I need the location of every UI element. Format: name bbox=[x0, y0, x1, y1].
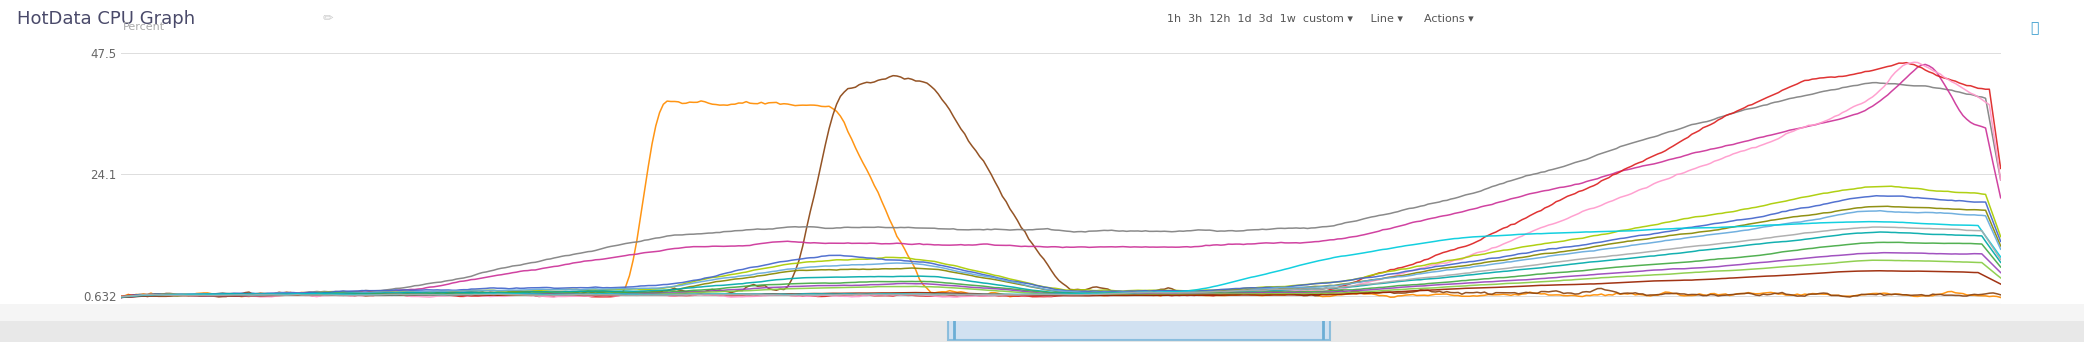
Text: HotData CPU Graph: HotData CPU Graph bbox=[17, 10, 194, 28]
Text: 🔍: 🔍 bbox=[2030, 22, 2038, 36]
Text: 1h  3h  12h  1d  3d  1w  custom ▾     Line ▾      Actions ▾: 1h 3h 12h 1d 3d 1w custom ▾ Line ▾ Actio… bbox=[1167, 14, 1473, 24]
Bar bbox=[948, 306, 1330, 340]
Text: Percent: Percent bbox=[123, 22, 165, 32]
Text: ✏: ✏ bbox=[323, 13, 333, 26]
